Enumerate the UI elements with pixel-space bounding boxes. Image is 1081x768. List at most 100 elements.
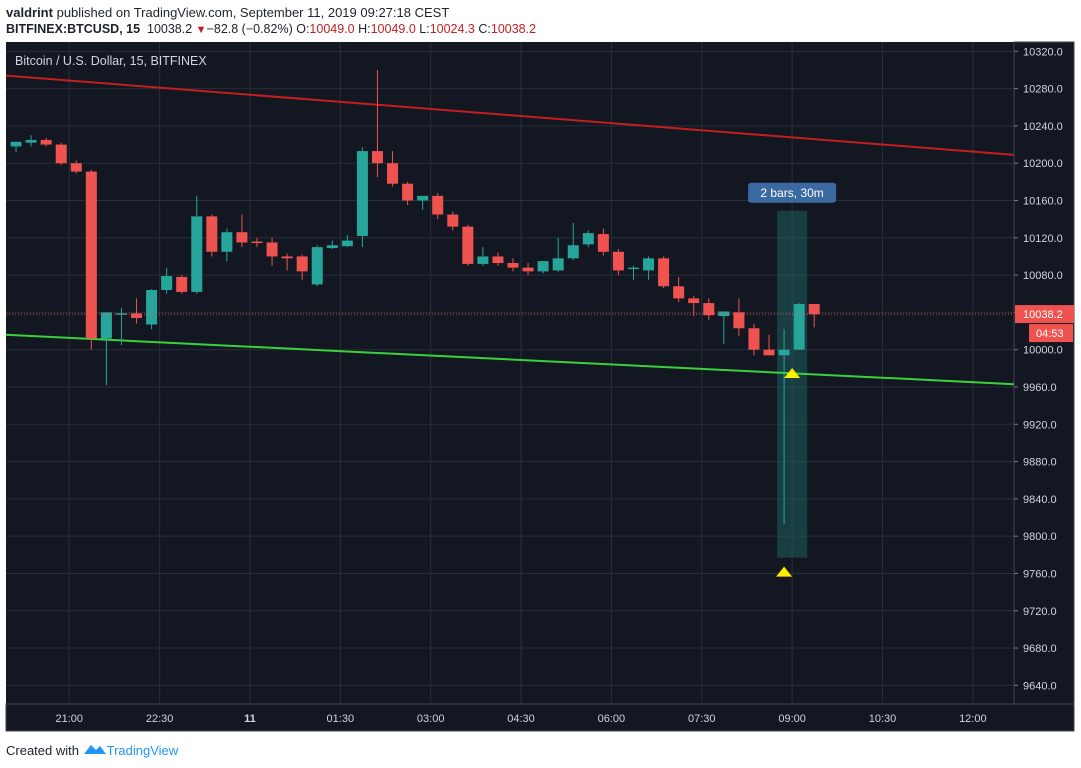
- candle-down: [236, 214, 248, 248]
- candle-down: [387, 151, 399, 187]
- candle-down: [281, 253, 293, 271]
- candle-down: [266, 237, 278, 266]
- candle-down: [733, 298, 745, 336]
- candle-up: [643, 256, 655, 280]
- candle-up: [341, 235, 353, 248]
- candle-body: [296, 256, 308, 272]
- candle-body: [567, 245, 579, 259]
- down-triangle-icon: ▼: [195, 24, 207, 36]
- candle-down: [402, 181, 414, 206]
- candle-down: [251, 237, 263, 248]
- last-price: 10038.2: [147, 22, 193, 36]
- measure-label-box: [748, 182, 837, 203]
- price-tick-label: 10200.0: [1023, 158, 1063, 170]
- candle-body: [612, 251, 624, 271]
- candle-up: [793, 303, 805, 350]
- candle-body: [627, 267, 639, 270]
- resistance-trend-line[interactable]: [5, 74, 1015, 156]
- candle-body: [341, 240, 353, 247]
- candle-body: [733, 312, 745, 329]
- price-tick-label: 9640.0: [1023, 680, 1057, 692]
- candle-body: [402, 183, 414, 201]
- candle-body: [131, 313, 143, 318]
- candle-down: [492, 252, 504, 266]
- candle-down: [597, 228, 609, 256]
- countdown-label: 04:53: [1036, 328, 1064, 340]
- candle-body: [793, 304, 805, 350]
- candle-body: [85, 171, 97, 339]
- price-tick-label: 10160.0: [1023, 196, 1063, 208]
- candle-down: [371, 69, 383, 178]
- measure-box[interactable]: [777, 210, 808, 558]
- candle-body: [206, 216, 218, 252]
- candle-down: [432, 193, 444, 220]
- close-value: 10038.2: [490, 22, 537, 36]
- candle-body: [146, 290, 158, 325]
- time-ticks: 21:00 22:30 11 01:30 03:00 04:30 06:00 07:30 09:…: [55, 713, 986, 725]
- candle-body: [673, 286, 685, 299]
- author-name[interactable]: valdrint: [6, 5, 53, 20]
- candle-body: [176, 276, 188, 292]
- measure-label: 2 bars, 30m: [760, 186, 823, 200]
- symbol-label[interactable]: BITFINEX:BTCUSD, 15: [6, 22, 141, 36]
- candle-body: [387, 163, 399, 184]
- candle-down: [85, 169, 97, 350]
- publish-info: valdrint published on TradingView.com, S…: [6, 5, 449, 20]
- time-tick-label: 04:30: [507, 713, 535, 725]
- low-label: L:: [419, 22, 430, 36]
- candle-up: [567, 222, 579, 261]
- candle-up: [477, 247, 489, 266]
- measure-tool[interactable]: 2 bars, 30m: [748, 182, 837, 558]
- candle-body: [658, 258, 670, 287]
- time-axis[interactable]: [5, 703, 1075, 732]
- candle-up: [161, 267, 173, 294]
- candle-body: [221, 232, 233, 252]
- candle-body: [808, 304, 820, 315]
- candle-up: [326, 240, 338, 249]
- candle-body: [251, 241, 263, 244]
- candle-body: [522, 267, 534, 272]
- candle-body: [507, 262, 519, 268]
- time-tick-label: 11: [244, 713, 256, 725]
- candle-up: [417, 195, 429, 210]
- candle-body: [70, 163, 82, 172]
- candle-up: [552, 237, 564, 273]
- candle-down: [55, 142, 67, 166]
- candle-body: [748, 328, 760, 350]
- candle-up: [627, 265, 639, 280]
- candle-down: [658, 256, 670, 289]
- candle-down: [688, 295, 700, 317]
- candle-up: [25, 135, 37, 147]
- candle-body: [326, 245, 338, 249]
- trend-lines[interactable]: [5, 74, 1015, 386]
- plot-area[interactable]: [6, 42, 1014, 704]
- markers: [776, 368, 801, 577]
- support-trend-line[interactable]: [5, 333, 1015, 386]
- last-price-indicator: 10038.2 04:53: [6, 305, 1074, 343]
- candle-up: [582, 230, 594, 248]
- candle-body: [356, 151, 368, 236]
- candle-body: [552, 258, 564, 271]
- candle-body: [161, 276, 173, 291]
- candle-body: [537, 261, 549, 272]
- price-tick-label: 9840.0: [1023, 494, 1057, 506]
- candle-body: [703, 303, 715, 316]
- tradingview-brand[interactable]: TradingView: [106, 743, 179, 758]
- candle-down: [763, 334, 775, 356]
- candle-body: [597, 234, 609, 252]
- candle-down: [70, 160, 82, 174]
- candle-body: [763, 349, 775, 356]
- price-axis[interactable]: [1013, 41, 1075, 705]
- candle-body: [281, 256, 293, 259]
- time-tick-label: 07:30: [688, 713, 716, 725]
- candle-body: [432, 195, 444, 215]
- candle-down: [131, 298, 143, 324]
- candle-down: [447, 211, 459, 231]
- last-price-label: 10038.2: [1023, 309, 1063, 321]
- candle-body: [100, 312, 112, 339]
- price-tick-label: 10000.0: [1023, 345, 1063, 357]
- candle-body: [40, 139, 52, 145]
- price-ticks: 9640.0 9680.0 9720.0 9760.0 9800.0 9840.0 9880…: [1014, 46, 1063, 692]
- candle-body: [643, 258, 655, 271]
